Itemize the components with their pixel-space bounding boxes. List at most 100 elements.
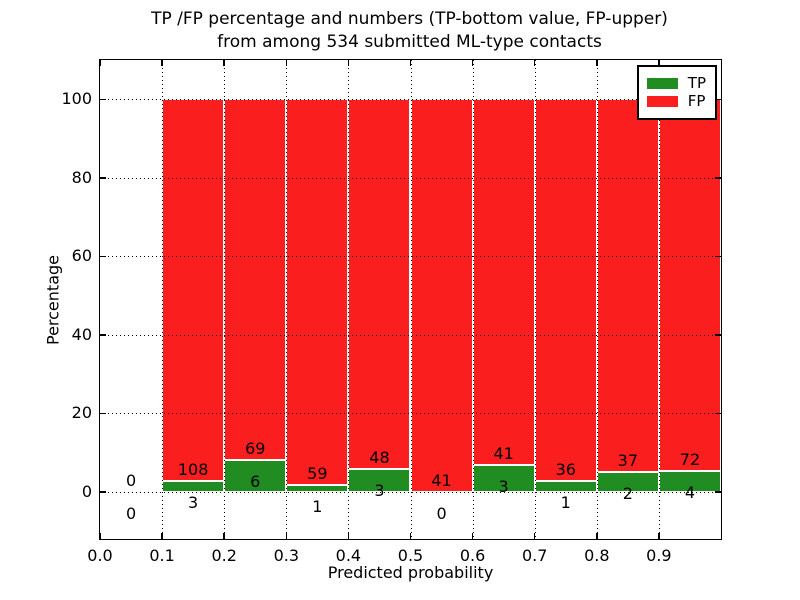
x-gridline	[596, 60, 598, 539]
tp-bar-label: 3	[498, 477, 509, 497]
chart-title-line1: TP /FP percentage and numbers (TP-bottom…	[151, 9, 668, 29]
x-gridline	[534, 60, 536, 539]
y-tick-right	[715, 98, 721, 100]
x-tick	[533, 533, 536, 539]
x-tick-label: 0.2	[211, 546, 237, 565]
y-tick-label: 0	[81, 481, 92, 501]
x-tick	[347, 533, 350, 539]
x-tick-label: 0.4	[335, 546, 362, 565]
x-gridline	[286, 60, 288, 539]
fp-bar-label: 0	[125, 470, 137, 490]
y-gridline	[100, 491, 721, 493]
x-tick	[658, 533, 660, 539]
x-tick-label: 0.7	[521, 546, 548, 565]
fp-bar-label: 41	[493, 444, 514, 464]
tp-bar-label: 3	[374, 480, 385, 500]
x-tick-label: 0.0	[87, 546, 113, 565]
x-tick	[99, 533, 101, 539]
y-tick-right	[715, 334, 721, 336]
legend: TP FP	[636, 65, 717, 120]
y-tick-right	[715, 491, 721, 493]
x-tick-label: 0.1	[149, 546, 175, 565]
fp-bar-label: 36	[555, 460, 576, 480]
y-gridline	[100, 177, 721, 179]
x-gridline	[472, 60, 474, 539]
y-tick-label: 100	[61, 89, 92, 109]
fp-bar-segment	[224, 99, 287, 461]
x-tick-label: 0.3	[273, 546, 300, 565]
tp-bar-segment	[286, 485, 349, 492]
fp-bar-label: 69	[245, 439, 266, 459]
fp-bar-label: 37	[617, 450, 639, 470]
fp-bar-label: 48	[369, 447, 390, 467]
y-tick	[100, 98, 106, 100]
tp-bar-label: 2	[622, 483, 633, 503]
chart-title: TP /FP percentage and numbers (TP-bottom…	[99, 8, 720, 55]
tp-bar-label: 1	[312, 497, 323, 517]
legend-row-tp: TP	[646, 74, 706, 92]
fp-bar-segment	[658, 99, 721, 472]
y-tick	[100, 177, 106, 179]
x-tick-top	[533, 60, 536, 66]
x-tick-top	[409, 60, 412, 66]
y-tick	[100, 412, 106, 415]
x-gridline	[410, 60, 412, 539]
x-gridline	[348, 60, 350, 539]
tp-bar-segment	[534, 481, 597, 492]
x-tick-top	[596, 60, 598, 66]
tp-bar-segment	[224, 460, 287, 492]
x-gridline	[658, 60, 660, 539]
x-tick-label: 0.5	[397, 546, 424, 565]
fp-bar-label: 59	[307, 464, 328, 484]
x-gridline	[224, 60, 226, 539]
y-gridline	[100, 413, 721, 415]
tp-bar-label: 0	[436, 503, 447, 523]
chart-title-line2: from among 534 submitted ML-type contact…	[217, 32, 602, 53]
fp-bar-label: 108	[177, 460, 209, 480]
x-tick-top	[347, 60, 350, 66]
y-gridline	[100, 256, 721, 258]
x-tick	[223, 533, 225, 539]
tp-legend-swatch	[646, 78, 678, 89]
y-tick	[100, 334, 106, 336]
x-tick-top	[161, 60, 163, 66]
tp-bar-label: 3	[188, 493, 199, 513]
y-gridline	[100, 334, 721, 336]
x-tick	[471, 533, 474, 539]
tp-bar-label: 0	[125, 503, 137, 523]
x-tick	[596, 533, 598, 539]
tp-bar-label: 6	[250, 472, 261, 492]
tp-legend-label: TP	[687, 74, 706, 92]
tp-bar-label: 4	[684, 483, 696, 503]
y-tick	[100, 491, 106, 493]
fp-bar-segment	[162, 99, 225, 482]
y-gridline	[100, 99, 721, 101]
y-tick-right	[715, 255, 721, 258]
y-tick-label: 40	[71, 324, 92, 344]
fp-legend-swatch	[646, 96, 678, 107]
fp-bar-segment	[286, 99, 349, 486]
fp-bar-segment	[472, 99, 535, 466]
x-tick-top	[471, 60, 474, 66]
x-tick-top	[658, 60, 660, 66]
fp-bar-segment	[410, 99, 473, 492]
x-tick-top	[223, 60, 225, 66]
x-tick	[161, 533, 163, 539]
y-tick	[100, 255, 106, 258]
fp-bar-segment	[534, 99, 597, 482]
legend-row-fp: FP	[646, 94, 706, 109]
x-tick-label: 0.9	[646, 546, 672, 565]
y-tick-right	[715, 412, 721, 415]
x-tick-top	[285, 60, 288, 66]
y-tick-label: 80	[71, 167, 92, 187]
x-axis-label: Predicted probability	[327, 563, 494, 582]
tp-bar-segment	[162, 481, 225, 492]
y-tick-label: 60	[71, 246, 92, 266]
y-tick-label: 20	[71, 403, 92, 423]
x-tick-top	[99, 60, 101, 66]
fp-bar-label: 72	[679, 450, 701, 470]
x-gridline	[162, 60, 164, 539]
fp-bar-label: 41	[431, 470, 452, 490]
plot-area: Predicted probability Percentage TP FP 0…	[44, 59, 722, 582]
